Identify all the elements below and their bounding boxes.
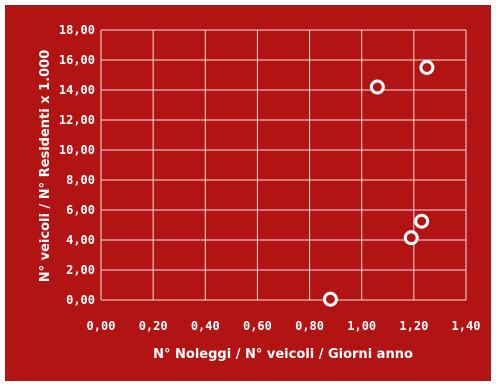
y-tick-label: 2,00 bbox=[66, 263, 95, 277]
scatter-point bbox=[403, 230, 419, 246]
y-tick-label: 0,00 bbox=[66, 293, 95, 307]
x-tick-label: 1,40 bbox=[452, 319, 481, 333]
x-tick-label: 0,20 bbox=[139, 319, 168, 333]
x-tick-label: 0,60 bbox=[243, 319, 272, 333]
scatter-point bbox=[322, 291, 338, 307]
scatter-point bbox=[419, 60, 435, 75]
scatter-point bbox=[414, 213, 430, 229]
y-tick-label: 16,00 bbox=[59, 53, 95, 67]
x-axis-title: N° Noleggi / N° veicoli / Giorni anno bbox=[153, 347, 413, 362]
y-tick-label: 12,00 bbox=[59, 113, 95, 127]
x-tick-label: 1,00 bbox=[347, 319, 376, 333]
x-tick-label: 1,20 bbox=[399, 319, 428, 333]
y-tick-label: 8,00 bbox=[66, 173, 95, 187]
scatter-point bbox=[369, 79, 385, 95]
y-tick-label: 4,00 bbox=[66, 233, 95, 247]
y-tick-label: 6,00 bbox=[66, 203, 95, 217]
x-tick-label: 0,80 bbox=[295, 319, 324, 333]
y-tick-label: 18,00 bbox=[59, 23, 95, 37]
y-tick-label: 14,00 bbox=[59, 83, 95, 97]
chart-background bbox=[5, 5, 491, 381]
x-tick-label: 0,00 bbox=[87, 319, 116, 333]
y-tick-label: 10,00 bbox=[59, 143, 95, 157]
x-tick-label: 0,40 bbox=[191, 319, 220, 333]
y-axis-title: N° veicoli / N° Residenti x 1.000 bbox=[38, 50, 53, 283]
